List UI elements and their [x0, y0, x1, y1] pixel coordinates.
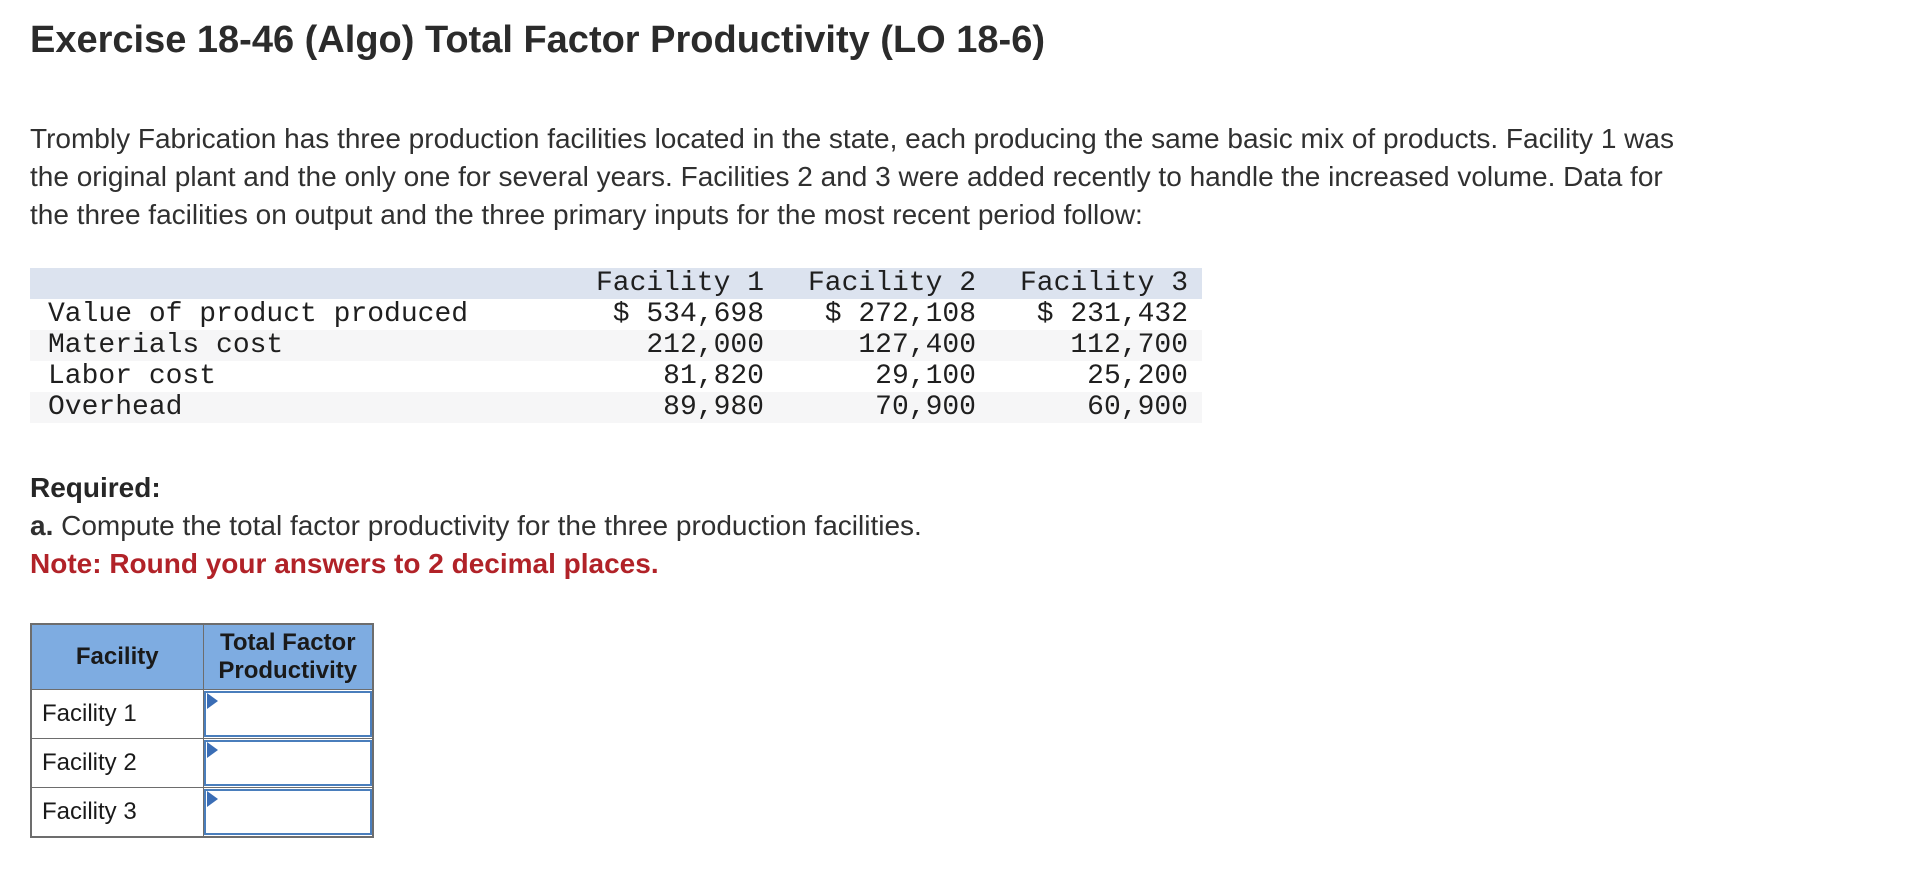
row-label: Labor cost: [48, 361, 217, 392]
answer-input-cell: [202, 738, 374, 788]
cell-value: 212,000: [560, 330, 778, 361]
data-table-header-facility-3: Facility 3: [990, 268, 1202, 299]
answer-table: Facility Total Factor Productivity Facil…: [30, 623, 374, 838]
table-row: Overhead 89,980 70,900 60,900: [30, 392, 1202, 423]
cell-value: 89,980: [560, 392, 778, 423]
facility-data-table: Facility 1 Facility 2 Facility 3 Value o…: [30, 268, 1202, 423]
cell-value: $ 534,698: [612, 299, 764, 330]
answer-header-facility: Facility: [30, 623, 204, 690]
rounding-note: Note: Round your answers to 2 decimal pl…: [30, 548, 659, 579]
answer-row-label: Facility 1: [30, 689, 204, 739]
exercise-page: Exercise 18-46 (Algo) Total Factor Produ…: [30, 19, 1890, 838]
data-table-header-row: Facility 1 Facility 2 Facility 3: [30, 268, 1202, 299]
required-item-text: Compute the total factor productivity fo…: [53, 510, 922, 541]
required-heading: Required:: [30, 472, 161, 503]
row-label: Materials cost: [30, 330, 560, 361]
answer-header-row: Facility Total Factor Productivity: [30, 623, 374, 690]
cell-value: $ 231,432: [1036, 299, 1188, 330]
answer-input-cell: [202, 787, 374, 838]
required-item-a: a. Compute the total factor productivity…: [30, 507, 1890, 545]
cell-value: $ 272,108: [824, 299, 976, 330]
table-row: Value of product produced $ 534,698 $ 27…: [30, 299, 1202, 330]
answer-row-facility-1: Facility 1: [30, 689, 374, 739]
cell-value: 60,900: [990, 392, 1202, 423]
table-row: Materials cost 212,000 127,400 112,700: [30, 330, 1202, 361]
answer-header-tfp: Total Factor Productivity: [202, 623, 374, 690]
answer-row-facility-3: Facility 3: [30, 787, 374, 838]
page-title: Exercise 18-46 (Algo) Total Factor Produ…: [30, 19, 1045, 61]
problem-statement: Trombly Fabrication has three production…: [30, 123, 1674, 230]
cell-value: 112,700: [990, 330, 1202, 361]
table-row: Labor cost 81,820 29,100 25,200: [30, 361, 1202, 392]
tfp-input-facility-3[interactable]: [203, 789, 372, 835]
answer-input-cell: [202, 689, 374, 739]
data-table-header-facility-2: Facility 2: [778, 268, 990, 299]
answer-row-facility-2: Facility 2: [30, 738, 374, 788]
cell-value: 25,200: [1087, 361, 1188, 392]
row-label: Value of product produced: [48, 299, 469, 330]
required-item-letter: a.: [30, 510, 54, 541]
cell-value: 81,820: [663, 361, 764, 392]
tfp-input-facility-1[interactable]: [203, 691, 372, 737]
answer-row-label: Facility 2: [30, 738, 204, 788]
data-table-header-facility-1: Facility 1: [560, 268, 778, 299]
cell-value: 127,400: [778, 330, 990, 361]
cell-value: 70,900: [778, 392, 990, 423]
cell-value: 29,100: [875, 361, 976, 392]
answer-row-label: Facility 3: [30, 787, 204, 838]
row-label: Overhead: [30, 392, 560, 423]
data-table-corner-cell: [30, 268, 560, 299]
tfp-input-facility-2[interactable]: [203, 740, 372, 786]
